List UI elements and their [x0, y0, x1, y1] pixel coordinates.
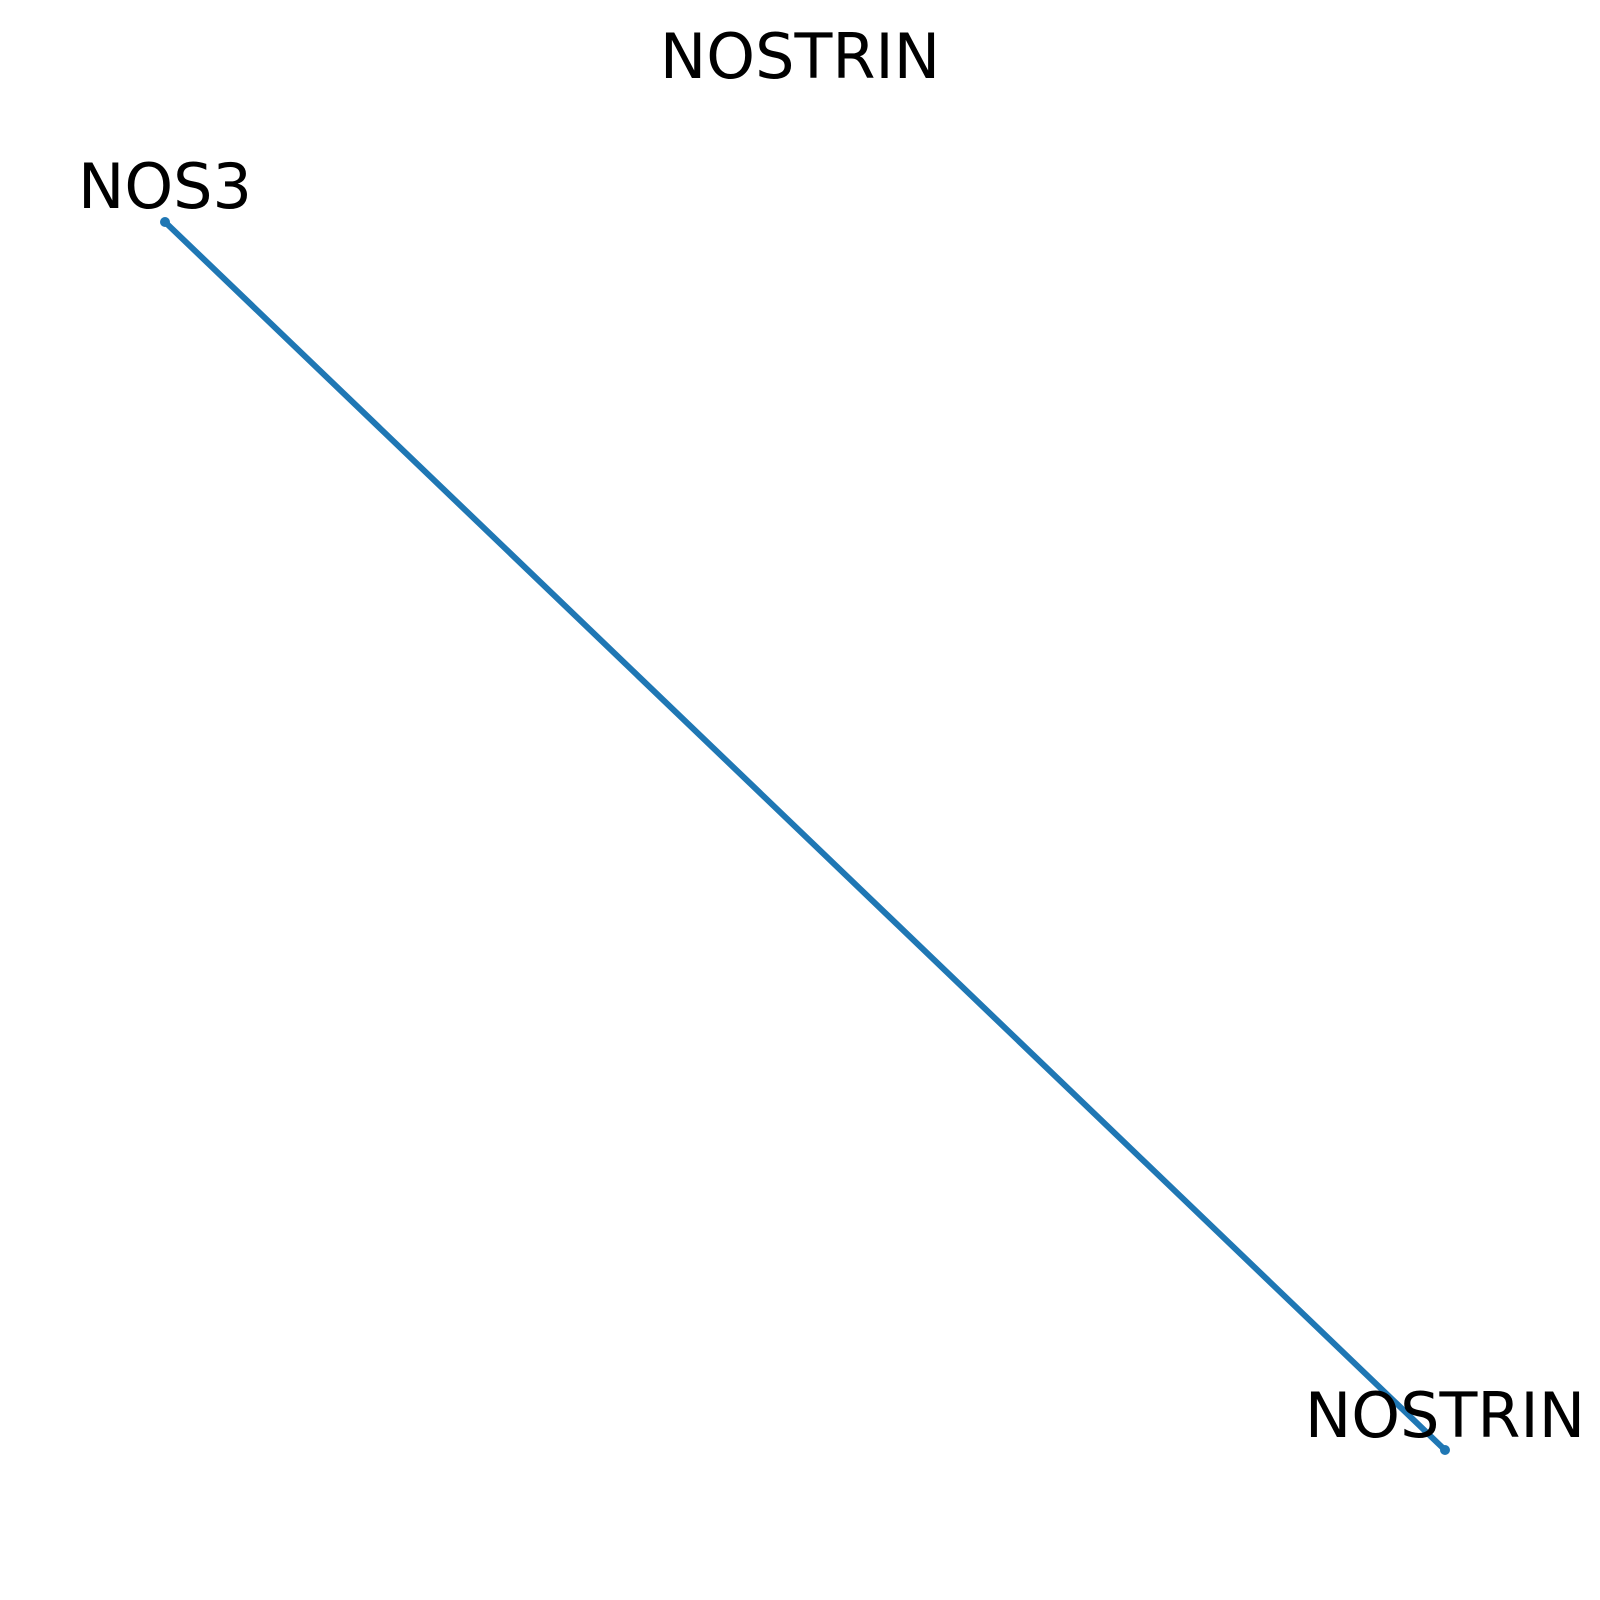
edge-group — [162, 219, 1448, 1453]
edge-nos3-nostrin — [162, 219, 1448, 1453]
node-nos3 — [160, 217, 170, 227]
node-label-nos3: NOS3 — [78, 150, 252, 223]
diagram-title: NOSTRIN — [660, 20, 940, 93]
node-group — [160, 217, 1450, 1455]
label-group: NOS3 NOSTRIN — [78, 150, 1585, 1452]
node-label-nostrin: NOSTRIN — [1305, 1379, 1585, 1452]
node-nostrin — [1440, 1445, 1450, 1455]
